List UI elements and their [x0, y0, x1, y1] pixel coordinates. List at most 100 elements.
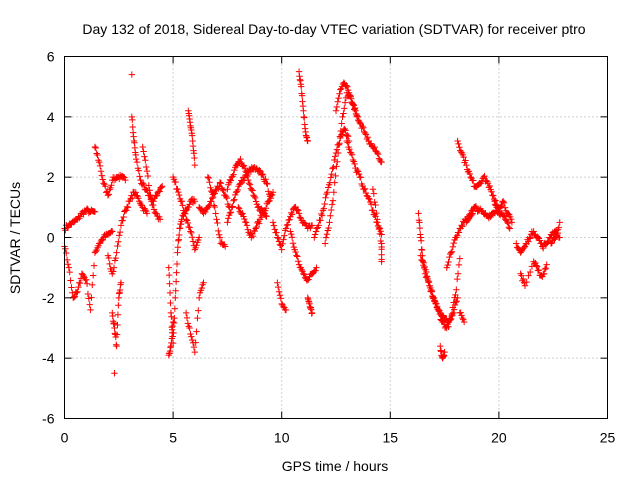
- data-point: [230, 171, 237, 178]
- data-point: [276, 292, 284, 299]
- data-point: [269, 219, 277, 226]
- data-point: [553, 233, 560, 240]
- data-point: [251, 227, 258, 235]
- data-point: [144, 172, 152, 180]
- data-point: [275, 238, 283, 245]
- data-point: [146, 187, 153, 194]
- data-point: [455, 261, 463, 269]
- data-point: [354, 166, 361, 174]
- data-point: [182, 216, 190, 223]
- data-point: [262, 205, 270, 212]
- data-point: [447, 316, 454, 324]
- data-point: [204, 173, 212, 181]
- data-point: [533, 263, 541, 270]
- data-point: [328, 206, 335, 214]
- data-point: [323, 231, 331, 238]
- data-point: [67, 277, 74, 284]
- data-point: [174, 186, 181, 193]
- data-point: [304, 137, 311, 145]
- data-point: [182, 309, 190, 317]
- data-point: [295, 207, 302, 214]
- data-point: [359, 123, 366, 130]
- data-point: [149, 201, 157, 209]
- data-point: [540, 244, 547, 252]
- data-point: [311, 234, 318, 241]
- data-point: [333, 146, 341, 153]
- data-point: [141, 153, 148, 160]
- data-point: [180, 207, 187, 214]
- data-point: [275, 283, 282, 291]
- data-point: [288, 211, 296, 218]
- data-point: [227, 177, 235, 184]
- data-point: [156, 216, 164, 223]
- data-point: [344, 83, 351, 90]
- y-tick-label: 0: [47, 230, 55, 246]
- data-point: [346, 146, 353, 153]
- data-point: [244, 226, 252, 233]
- data-point: [117, 222, 125, 229]
- data-point: [301, 271, 308, 278]
- data-point: [213, 216, 220, 223]
- data-point: [507, 215, 515, 223]
- data-point: [184, 219, 192, 227]
- data-point: [96, 162, 104, 170]
- data-point: [349, 156, 357, 164]
- data-point: [110, 264, 118, 271]
- data-point: [340, 110, 347, 117]
- data-point: [523, 278, 530, 286]
- data-point: [456, 255, 464, 262]
- data-point: [420, 262, 427, 269]
- data-point: [242, 168, 249, 175]
- data-point: [331, 179, 338, 186]
- data-point: [436, 310, 444, 318]
- data-point: [168, 313, 175, 320]
- data-point: [108, 182, 115, 189]
- data-point: [286, 216, 293, 223]
- data-point: [328, 170, 335, 178]
- data-point: [378, 246, 385, 253]
- data-point: [541, 265, 549, 273]
- data-point: [371, 143, 378, 151]
- data-point: [189, 234, 196, 241]
- data-point: [525, 272, 532, 279]
- axis-ticks: [64, 56, 608, 419]
- data-point: [150, 206, 158, 213]
- data-point: [195, 294, 203, 302]
- data-point: [341, 105, 348, 112]
- data-point: [70, 293, 78, 301]
- data-point: [505, 223, 513, 231]
- data-point: [329, 197, 337, 204]
- data-point: [277, 242, 285, 249]
- data-point: [251, 193, 258, 200]
- data-point: [216, 234, 224, 241]
- y-tick-labels: -6 -4 -2 0 2 4 6: [42, 49, 55, 427]
- data-point: [365, 195, 372, 202]
- data-point: [215, 227, 222, 235]
- data-point: [450, 239, 457, 247]
- data-point: [241, 164, 248, 172]
- data-point: [319, 207, 327, 214]
- data-point: [295, 258, 302, 265]
- data-point: [208, 195, 216, 202]
- data-point: [331, 153, 339, 160]
- data-point: [448, 310, 456, 318]
- data-point: [312, 228, 320, 235]
- data-point: [191, 198, 199, 205]
- data-point: [96, 158, 103, 166]
- data-point: [143, 167, 151, 175]
- data-point: [252, 225, 259, 232]
- data-point: [355, 170, 363, 178]
- x-tick-label: 0: [61, 430, 69, 446]
- data-point: [300, 270, 307, 277]
- data-point: [249, 187, 256, 194]
- data-point: [171, 305, 179, 312]
- data-point: [455, 229, 463, 236]
- data-point: [322, 234, 330, 241]
- data-point: [490, 192, 497, 199]
- data-point: [535, 266, 543, 274]
- data-point: [189, 132, 196, 139]
- data-point: [467, 173, 474, 181]
- data-point: [452, 291, 459, 299]
- x-tick-label: 25: [600, 430, 616, 446]
- data-point: [446, 253, 453, 261]
